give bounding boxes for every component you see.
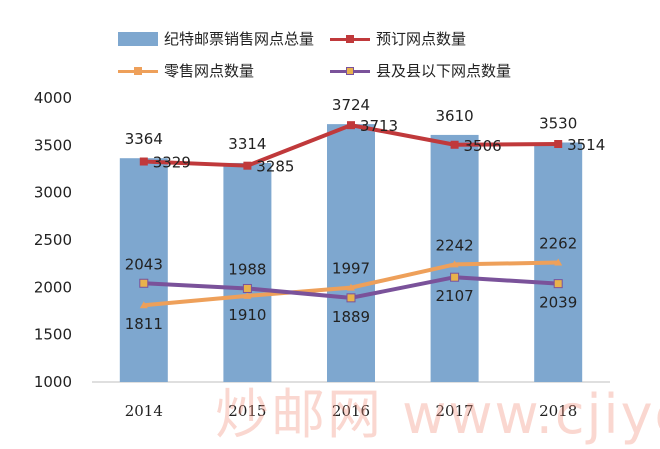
legend-item-retail: 零售网点数量 xyxy=(118,60,254,81)
bar-total xyxy=(119,158,168,382)
data-label-total: 3364 xyxy=(125,130,163,148)
combo-chart: 1000 1500 2000 2500 3000 3500 4000 2014 2015 2016… xyxy=(34,89,610,420)
data-label-retail: 2262 xyxy=(539,235,577,253)
x-tick-label: 2016 xyxy=(332,402,370,420)
legend-label-retail: 零售网点数量 xyxy=(164,62,255,80)
marker-county xyxy=(346,293,356,303)
data-label-total: 3610 xyxy=(436,107,474,125)
legend-swatch-total xyxy=(118,31,158,46)
marker-retail xyxy=(450,260,459,268)
data-label-total: 3314 xyxy=(228,135,266,153)
data-label-retail: 2242 xyxy=(436,236,474,254)
data-label-retail: 1811 xyxy=(125,315,163,333)
data-label-order: 3329 xyxy=(153,154,191,172)
data-label-county: 2039 xyxy=(539,294,577,312)
marker-county xyxy=(450,272,460,282)
data-label-order: 3514 xyxy=(567,136,605,154)
legend-swatch-order xyxy=(330,32,370,46)
bar-total xyxy=(327,124,375,383)
y-tick-label: 3500 xyxy=(34,136,72,154)
legend-item-total: 纪特邮票销售网点总量 xyxy=(118,28,314,49)
x-tick-label: 2014 xyxy=(125,402,163,420)
marker-retail xyxy=(243,291,252,299)
data-label-total: 3530 xyxy=(539,114,577,132)
data-label-county: 2107 xyxy=(436,287,474,305)
marker-order xyxy=(243,161,252,170)
marker-county xyxy=(139,278,149,288)
data-label-county: 1889 xyxy=(332,308,370,326)
y-tick-label: 4000 xyxy=(34,89,72,107)
marker-county xyxy=(553,279,563,289)
y-tick-label: 3000 xyxy=(34,184,72,202)
bar-total xyxy=(223,162,272,382)
data-label-total: 3724 xyxy=(332,96,370,114)
marker-order xyxy=(554,140,563,149)
data-label-retail: 1910 xyxy=(228,306,266,324)
legend-swatch-county xyxy=(330,64,370,78)
x-tick-label: 2017 xyxy=(436,402,474,420)
y-tick-label: 1500 xyxy=(34,326,72,344)
x-tick-label: 2015 xyxy=(228,402,266,420)
marker-retail xyxy=(347,283,355,291)
marker-order xyxy=(139,157,148,166)
data-label-order: 3285 xyxy=(256,158,294,176)
legend-item-county: 县及县以下网点数量 xyxy=(330,60,511,81)
marker-county xyxy=(242,283,252,293)
data-label-order: 3506 xyxy=(464,137,502,155)
marker-retail xyxy=(554,258,563,266)
watermark-text: 炒邮网 www.cjiyou.net xyxy=(215,383,660,446)
legend-item-order: 预订网点数量 xyxy=(330,28,466,49)
data-label-county: 2043 xyxy=(125,255,163,273)
bar-total xyxy=(430,134,479,382)
data-label-county: 1988 xyxy=(228,260,266,278)
legend-label-total: 纪特邮票销售网点总量 xyxy=(164,30,315,48)
legend-label-order: 预订网点数量 xyxy=(376,30,467,48)
marker-order xyxy=(347,121,355,130)
legend-label-county: 县及县以下网点数量 xyxy=(376,62,512,80)
marker-order xyxy=(450,140,459,149)
data-label-order: 3713 xyxy=(360,117,398,135)
y-tick-label: 1000 xyxy=(34,373,72,391)
y-tick-label: 2000 xyxy=(34,278,72,296)
legend-swatch-retail xyxy=(118,64,158,78)
y-tick-label: 2500 xyxy=(34,231,72,249)
marker-retail xyxy=(139,301,148,309)
x-tick-label: 2018 xyxy=(539,402,577,420)
data-label-retail: 1997 xyxy=(332,260,370,278)
